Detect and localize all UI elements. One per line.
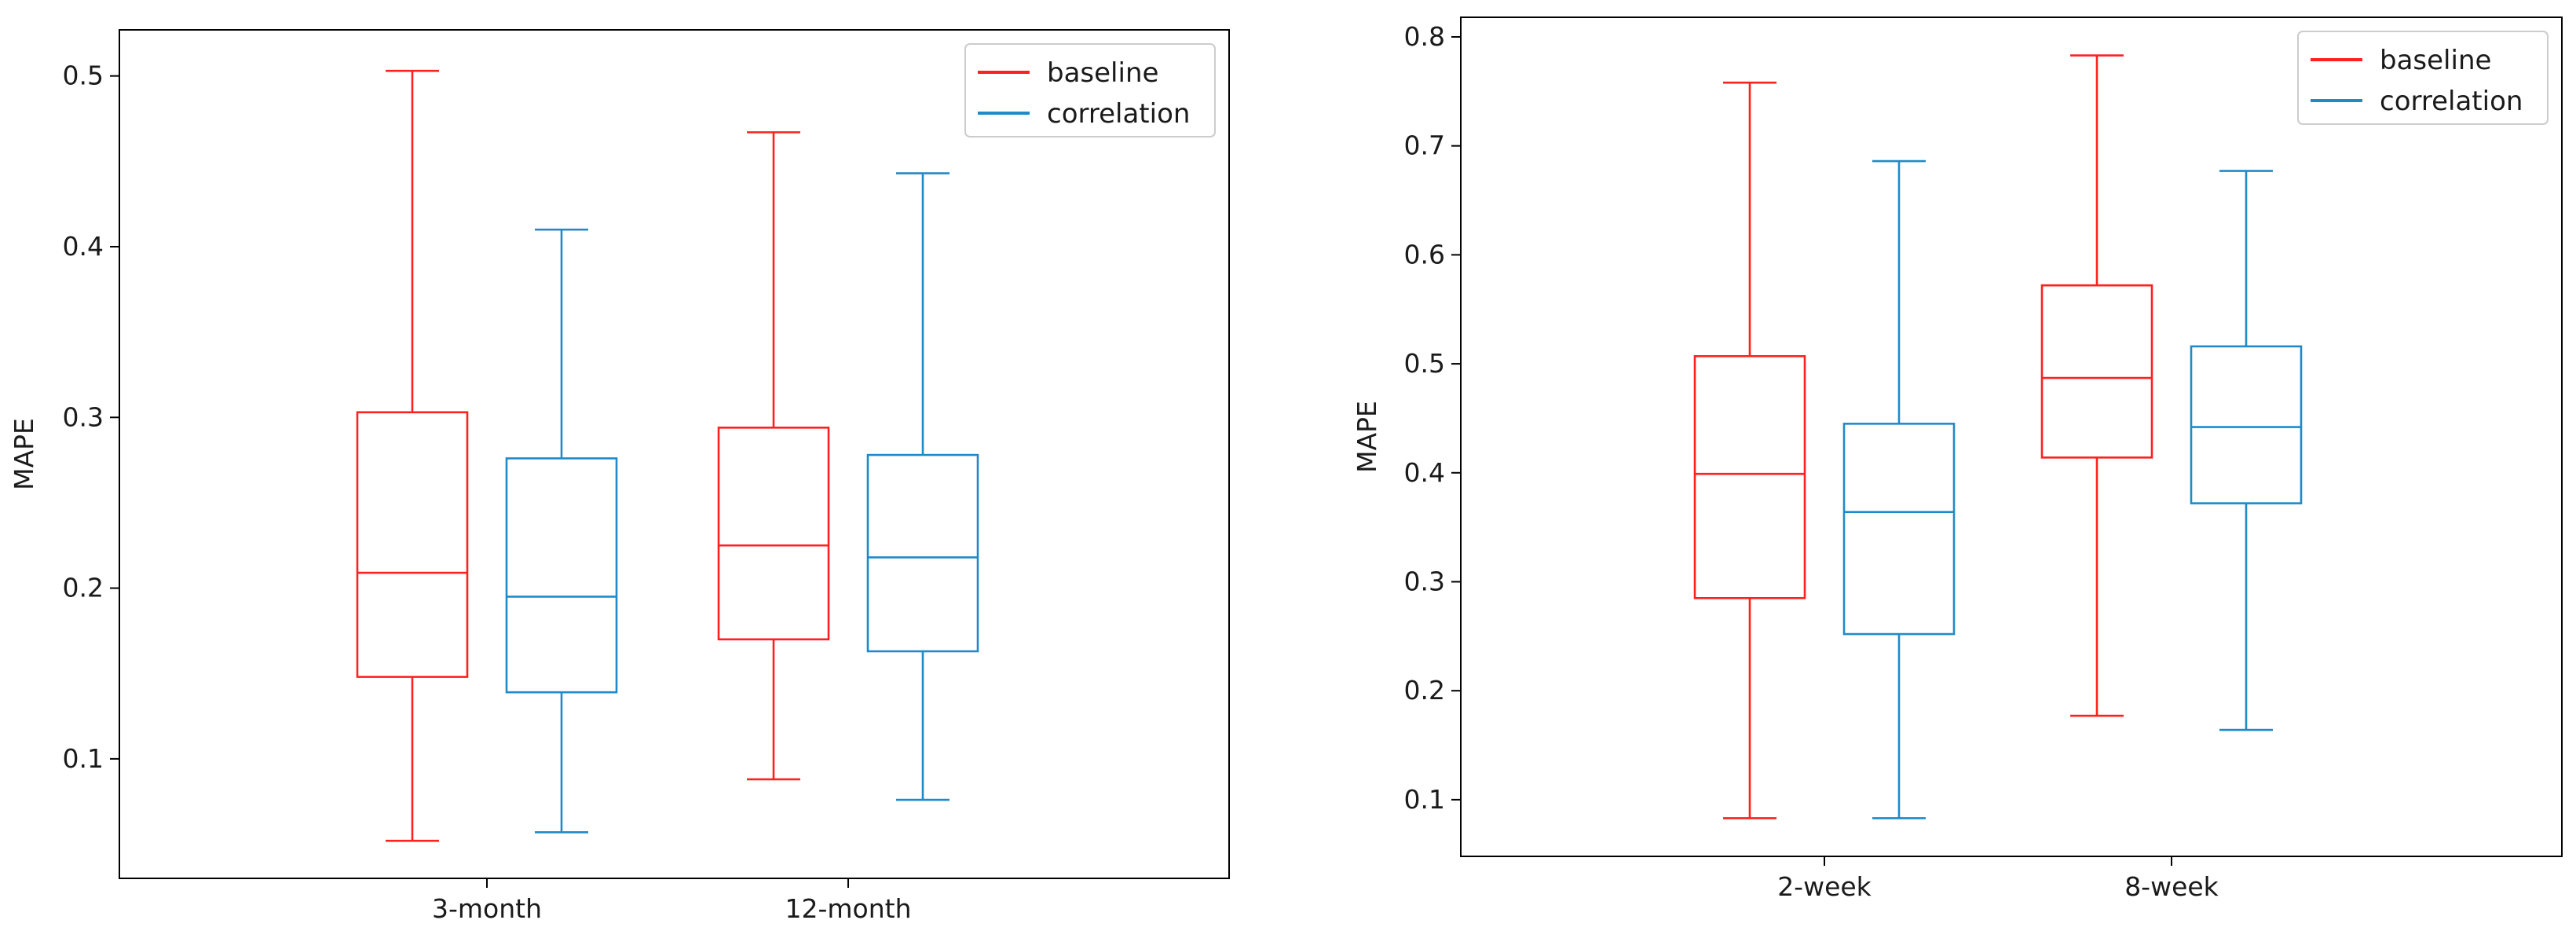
box-correlation-12-month [866, 172, 979, 801]
y-tick-label: 0.4 [1404, 457, 1445, 488]
y-tick-label: 0.5 [1404, 348, 1445, 379]
y-axis-label: MAPE [9, 418, 39, 490]
y-tick-label: 0.8 [1404, 21, 1445, 52]
y-tick-label: 0.3 [63, 401, 104, 432]
box-baseline-2-week [1693, 81, 1806, 819]
box-correlation-8-week [2190, 170, 2303, 731]
box-baseline-8-week [2040, 54, 2153, 717]
y-tick-label: 0.3 [1404, 566, 1445, 596]
x-tick-label: 8-week [2124, 871, 2219, 902]
y-tick-label: 0.5 [63, 60, 104, 91]
iqr-box [2190, 345, 2303, 504]
y-tick-label: 0.7 [1404, 130, 1445, 161]
iqr-box [505, 457, 618, 694]
y-axis-label: MAPE [1352, 401, 1382, 473]
x-tick-label: 3-month [432, 893, 542, 924]
x-tick-label: 2-week [1777, 871, 1872, 902]
iqr-box [717, 427, 830, 641]
iqr-box [866, 453, 979, 653]
y-tick-label: 0.2 [63, 573, 104, 603]
box-correlation-2-week [1842, 159, 1956, 819]
axes-frame [1460, 16, 2563, 857]
legend-label-correlation: correlation [1047, 98, 1190, 130]
y-tick-label: 0.1 [63, 743, 104, 774]
box-correlation-3-month [505, 228, 618, 834]
y-tick-label: 0.2 [1404, 675, 1445, 706]
right-boxplot-panel: 0.1 0.2 0.3 0.4 0.5 0.6 0.7 0.8 MAPE 2-week 8-week… [1352, 16, 2563, 902]
iqr-box [1842, 423, 1956, 636]
legend-label-correlation: correlation [2380, 86, 2523, 117]
left-boxplot-panel: 0.1 0.2 0.3 0.4 0.5 MAPE 3-month 12-month baseli… [9, 29, 1230, 924]
y-tick-label: 0.4 [63, 231, 104, 262]
box-baseline-3-month [356, 69, 469, 842]
y-tick-label: 0.6 [1404, 239, 1445, 269]
legend: baseline correlation [2297, 31, 2549, 125]
legend: baseline correlation [964, 43, 1216, 137]
legend-label-baseline: baseline [2380, 45, 2491, 76]
iqr-box [1693, 355, 1806, 599]
box-baseline-12-month [717, 131, 830, 781]
axes-frame [119, 29, 1230, 879]
x-tick-label: 12-month [785, 893, 911, 924]
iqr-box [2040, 284, 2153, 459]
iqr-box [356, 411, 469, 678]
y-tick-label: 0.1 [1404, 784, 1445, 815]
legend-label-baseline: baseline [1047, 57, 1158, 89]
